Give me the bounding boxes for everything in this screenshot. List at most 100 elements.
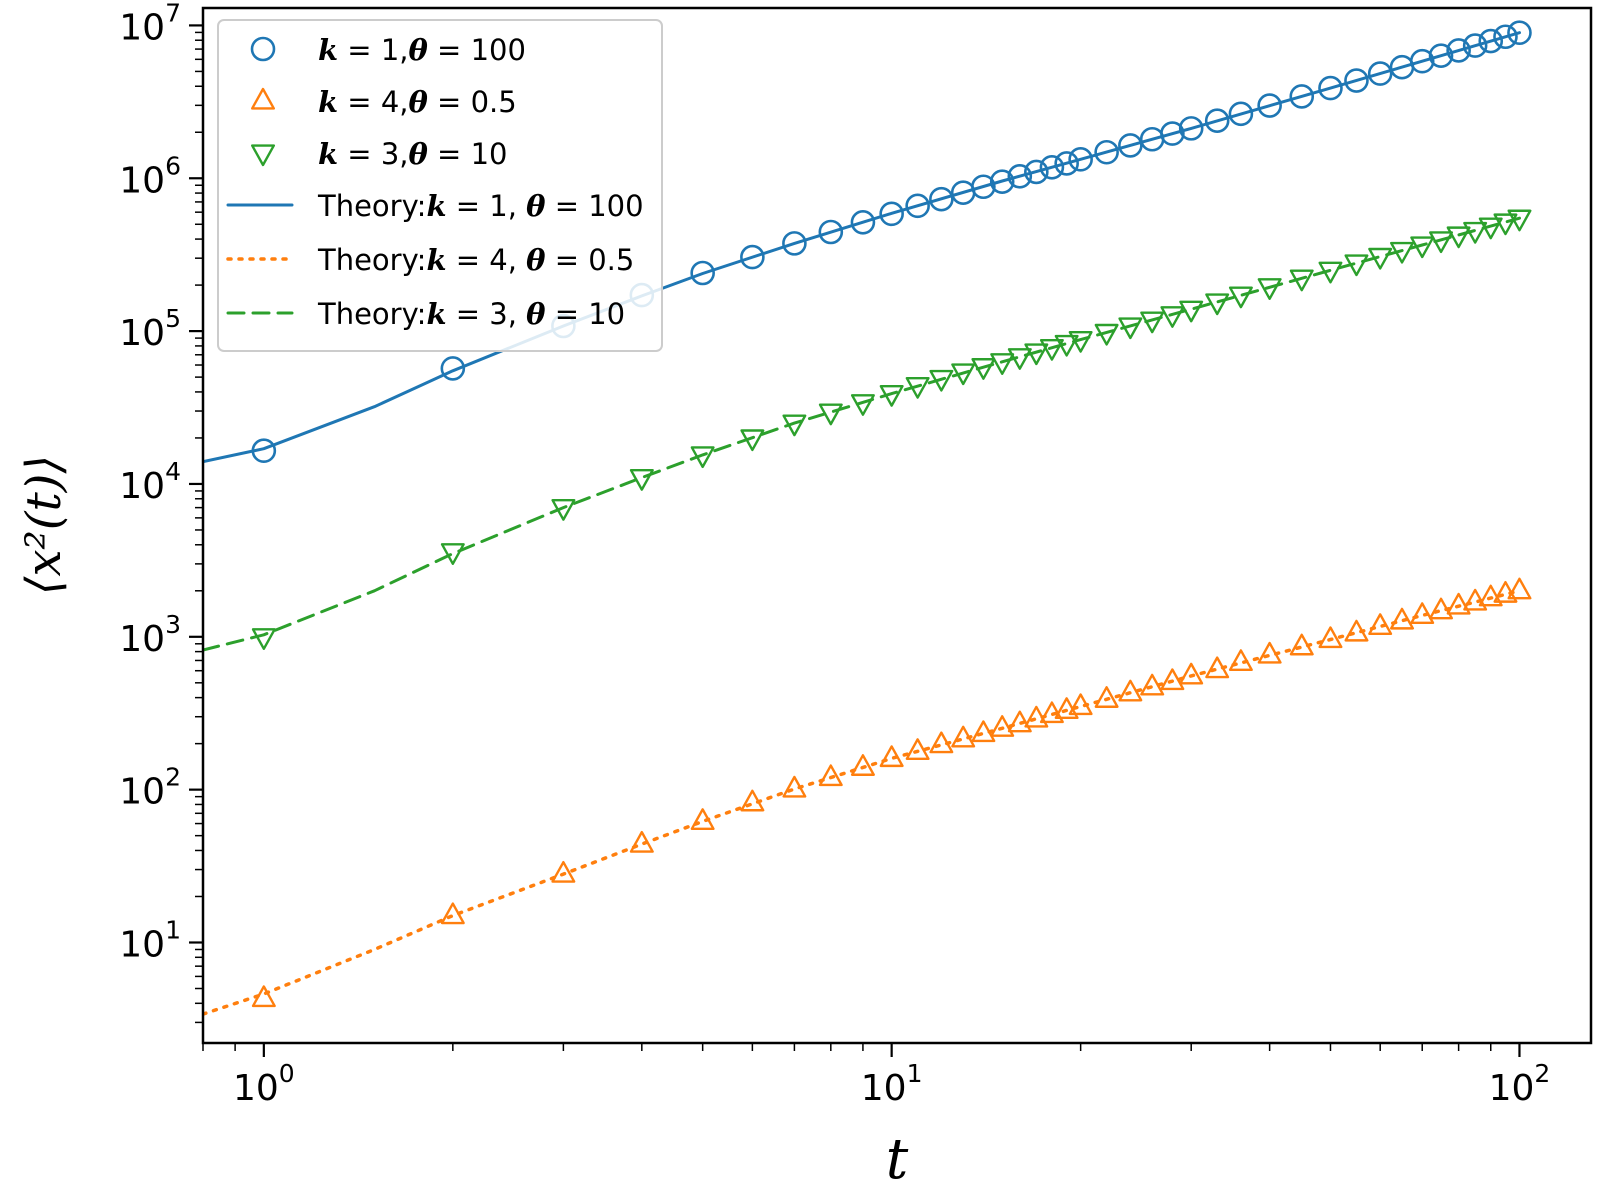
data-point	[1428, 43, 1454, 68]
data-point	[1205, 293, 1230, 316]
data-point	[850, 754, 875, 776]
data-point	[951, 725, 976, 748]
data-point	[629, 468, 654, 491]
data-point	[905, 738, 930, 761]
theory-line-1	[203, 31, 1521, 464]
data-point	[1228, 649, 1253, 672]
data-point	[1068, 330, 1093, 353]
data-point	[1024, 159, 1049, 185]
data-point	[818, 403, 843, 426]
data-point	[1094, 323, 1119, 346]
data-point	[1289, 633, 1314, 656]
data-point	[1094, 686, 1119, 708]
data-point	[929, 369, 954, 392]
data-point	[1039, 154, 1065, 180]
data-point	[440, 356, 466, 381]
data-point	[1179, 300, 1204, 323]
data-point	[1140, 673, 1165, 696]
data-point	[1160, 306, 1185, 328]
data-point	[1507, 20, 1532, 46]
data-point	[440, 902, 465, 925]
y-tick-label: 101	[119, 915, 181, 965]
legend-box	[217, 19, 663, 352]
data-point	[1039, 701, 1064, 724]
data-point	[551, 860, 576, 883]
data-point	[1007, 348, 1032, 370]
data-point	[1368, 613, 1393, 636]
data-point	[1429, 597, 1454, 620]
x-axis: 100 101 102	[202, 1043, 1550, 1109]
legend-entry: k = 3,θ = 10	[251, 137, 507, 171]
scatter-series-2	[251, 577, 1532, 1008]
data-point	[1118, 317, 1143, 340]
data-point	[440, 543, 465, 565]
data-point	[1228, 101, 1254, 127]
x-axis-label: t	[886, 1127, 909, 1190]
legend-entry: Theory:k = 4, θ = 0.5	[226, 243, 634, 277]
data-point	[1318, 75, 1343, 101]
data-point	[929, 731, 954, 754]
data-point	[1318, 261, 1343, 284]
legend-marker	[251, 144, 275, 167]
y-axis-label: ⟨x²(t)⟩	[16, 455, 72, 596]
data-point	[1257, 278, 1282, 300]
data-point	[1179, 662, 1204, 685]
data-point	[1118, 133, 1143, 158]
y-tick-label: 103	[119, 610, 181, 660]
data-point	[1228, 286, 1253, 309]
legend-label: Theory:k = 3, θ = 10	[317, 297, 625, 331]
data-point	[1054, 151, 1079, 176]
data-point	[879, 201, 904, 227]
data-point	[818, 219, 844, 245]
data-point	[1178, 116, 1204, 141]
data-point	[905, 376, 930, 399]
data-point	[1429, 231, 1454, 254]
data-point	[690, 260, 715, 286]
legend-entry: k = 1,θ = 100	[250, 33, 526, 67]
data-point	[905, 193, 930, 219]
data-point	[1493, 213, 1518, 236]
data-point	[1160, 668, 1185, 691]
y-tick-label: 104	[119, 457, 181, 507]
legend: k = 1,θ = 100 k = 4,θ = 0.5 k = 3,θ = 10 Th…	[217, 19, 663, 352]
data-point	[251, 438, 277, 464]
data-point	[782, 414, 807, 437]
scatter-series-3	[251, 209, 1532, 650]
data-point	[629, 830, 654, 853]
data-point	[971, 720, 996, 743]
data-point	[251, 628, 276, 650]
data-point	[740, 429, 765, 452]
data-point	[1344, 254, 1369, 277]
legend-label: Theory:k = 4, θ = 0.5	[317, 243, 634, 277]
legend-marker	[250, 36, 276, 62]
data-point	[1478, 217, 1503, 240]
data-point	[971, 174, 996, 200]
y-tick-label: 105	[119, 304, 181, 354]
y-tick-label: 107	[119, 0, 181, 48]
data-point	[1507, 209, 1532, 232]
data-point	[1344, 619, 1369, 642]
data-point	[1068, 147, 1093, 172]
data-point	[1289, 269, 1314, 292]
data-point	[690, 808, 715, 831]
plot-area	[203, 20, 1532, 1016]
data-point	[1344, 68, 1369, 93]
theory-line-3	[203, 216, 1521, 652]
y-tick-label: 106	[119, 151, 181, 201]
data-point	[1205, 656, 1230, 679]
legend-label: k = 3,θ = 10	[318, 137, 507, 171]
data-point	[1007, 710, 1032, 733]
data-point	[1160, 121, 1185, 146]
data-point	[1068, 693, 1093, 716]
data-point	[850, 210, 876, 235]
data-point	[1257, 641, 1282, 664]
data-point	[1463, 588, 1488, 611]
legend-marker	[251, 87, 275, 110]
data-point	[1446, 226, 1471, 249]
data-point	[1039, 338, 1064, 361]
data-point	[1446, 592, 1471, 615]
data-point	[1478, 28, 1504, 54]
y-tick-label: 102	[119, 763, 181, 813]
data-point	[1118, 679, 1143, 702]
